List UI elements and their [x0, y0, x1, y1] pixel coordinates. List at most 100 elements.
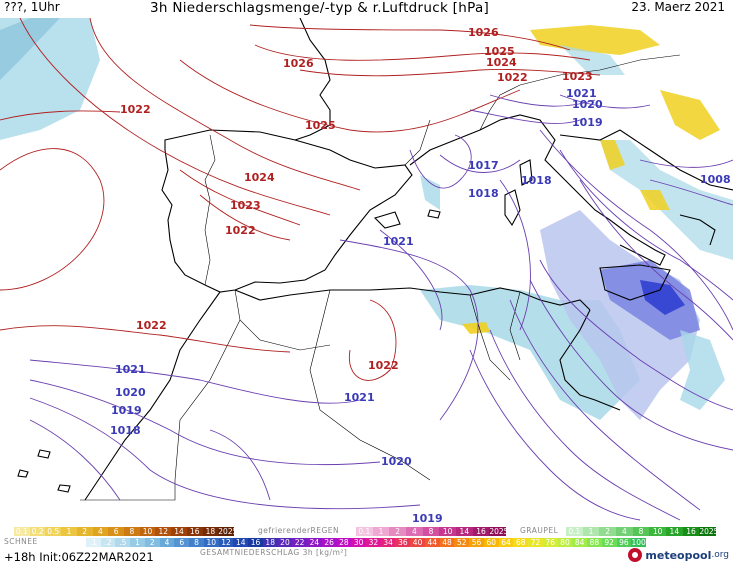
pressure-label: 1023 [230, 199, 261, 212]
legend-swatch: 88 [587, 538, 602, 547]
legend-swatch: 80 [557, 538, 573, 547]
pressure-label: 1019 [412, 512, 443, 523]
legend-swatch: 2 [389, 527, 406, 536]
legend-swatch: 96 [616, 538, 632, 547]
legend-swatch: 2025+ [489, 527, 515, 536]
pressure-label: 1022 [120, 103, 151, 116]
legend-swatch: 2 [76, 527, 93, 536]
logo-text: meteopool [645, 548, 712, 562]
legend-swatch: 10 [139, 527, 156, 536]
legend-swatch: 10 [203, 538, 219, 547]
legend-swatch: 22 [292, 538, 308, 547]
legend-swatch: 34 [380, 538, 396, 547]
pressure-label: 1021 [566, 87, 597, 100]
legend-swatch: 8 [124, 527, 140, 536]
legend-swatch: 12 [155, 527, 172, 536]
pressure-label: 1022 [497, 71, 528, 84]
legend-swatch: 26 [321, 538, 337, 547]
legend-swatch: 72 [528, 538, 543, 547]
legend-swatch: 20 [277, 538, 293, 547]
legend-swatch: 0.5 [45, 527, 62, 536]
legend-swatch: 24 [307, 538, 322, 547]
isobars-low [29, 94, 733, 521]
legend-swatch: 0.2 [29, 527, 46, 536]
legend-swatch: 16 [472, 527, 490, 536]
legend-swatch: 32 [366, 538, 381, 547]
legend-swatch: 14 [456, 527, 473, 536]
legend-swatch: 8 [422, 527, 440, 536]
pressure-label: 1020 [381, 455, 412, 468]
legend-swatch: 4 [159, 538, 175, 547]
legend-swatch: .2 [100, 538, 116, 547]
legend-total-title: GESAMTNIEDERSCHLAG 3h [kg/m²] [200, 548, 348, 557]
legend-swatch: 44 [424, 538, 440, 547]
legend-swatch: 2025+ [218, 527, 244, 536]
legend-swatch: 0.1 [356, 527, 373, 536]
legend-swatch: 18 [202, 527, 219, 536]
legend-swatch: 1 [61, 527, 77, 536]
legend-swatch: 14 [171, 527, 187, 536]
legend-swatch: 8 [189, 538, 204, 547]
pressure-label: 1024 [486, 56, 517, 69]
pressure-label: 1018 [110, 424, 141, 437]
legend-total: .1.2.5 1 2 4 6 8 10 12 14 16 18 20 22 24 26 28 30 32 34 36 4… [86, 538, 646, 547]
legend-swatch: 2 [599, 527, 616, 536]
pressure-label: 1021 [115, 363, 146, 376]
legend-swatch: 6 [108, 527, 124, 536]
pressure-label: 1022 [225, 224, 256, 237]
logo-tld: .org [711, 550, 729, 560]
precipitation-layer [0, 18, 733, 420]
header-run-label: ???, 1Uhr [4, 0, 60, 14]
pressure-label: 1026 [283, 57, 314, 70]
legend-swatch: 48 [439, 538, 455, 547]
legend-freezing-rain-title: gefrierenderREGEN [258, 526, 340, 535]
legend-swatch: 16 [186, 527, 203, 536]
legend-graupel: 0.1 1 2 4 8 10 14 16 2025+ [566, 527, 725, 536]
legend-swatch: 40 [410, 538, 425, 547]
legend-swatch: 30 [351, 538, 366, 547]
legend-swatch: 4 [616, 527, 633, 536]
pressure-labels-low: 1021 1020 1019 1017 1018 1018 1008 1021 … [110, 87, 731, 523]
legend-swatch: 2025+ [699, 527, 725, 536]
legend-swatch: 28 [336, 538, 352, 547]
pressure-label: 1023 [562, 70, 593, 83]
legend-swatch: 1 [372, 527, 390, 536]
pressure-label: 1008 [700, 173, 731, 186]
run-info: +18h Init:06Z22MAR2021 [4, 550, 154, 564]
legend-swatch: 18 [262, 538, 278, 547]
pressure-label: 1021 [344, 391, 375, 404]
logo-mark-icon [628, 548, 643, 562]
meteopool-logo[interactable]: meteopool .org [628, 546, 729, 564]
legend-swatch: 4 [92, 527, 109, 536]
legend-snow: 0.1 0.2 0.5 1 2 4 6 8 10 12 14 16 18 2025+ [14, 527, 244, 536]
legend-swatch: 1 [130, 538, 145, 547]
legend-freezing-rain: 0.1 1 2 4 8 10 14 16 2025+ [356, 527, 515, 536]
legend-swatch: 14 [233, 538, 249, 547]
legend-swatch: 1 [582, 527, 600, 536]
legend-swatch: .1 [86, 538, 101, 547]
pressure-label: 1019 [572, 116, 603, 129]
pressure-label: 1018 [521, 174, 552, 187]
pressure-label: 1020 [572, 98, 603, 111]
legend-swatch: 36 [395, 538, 411, 547]
legend-swatch: 14 [666, 527, 683, 536]
weather-map: 1026 1025 1024 1022 1023 1026 1025 1022 … [0, 18, 733, 523]
isobars-high [0, 18, 601, 381]
legend-swatch: 68 [513, 538, 529, 547]
legend-swatch: 6 [174, 538, 190, 547]
legend-swatch: 0.1 [566, 527, 583, 536]
legend-swatch: 0.1 [14, 527, 30, 536]
legend-swatch: 84 [572, 538, 588, 547]
legend-swatch: 100 [631, 538, 646, 547]
legend-swatch: 8 [632, 527, 650, 536]
pressure-label: 1022 [368, 359, 399, 372]
legend-swatch: 12 [218, 538, 234, 547]
legend-swatch: 10 [439, 527, 456, 536]
pressure-label: 1020 [115, 386, 146, 399]
legend-swatch: 52 [454, 538, 470, 547]
legend-swatch: .5 [115, 538, 131, 547]
legend-swatch: 16 [248, 538, 263, 547]
pressure-labels-high: 1026 1025 1024 1022 1023 1026 1025 1022 … [120, 26, 593, 372]
legend-snow-title: SCHNEE [4, 537, 38, 546]
pressure-label: 1022 [136, 319, 167, 332]
